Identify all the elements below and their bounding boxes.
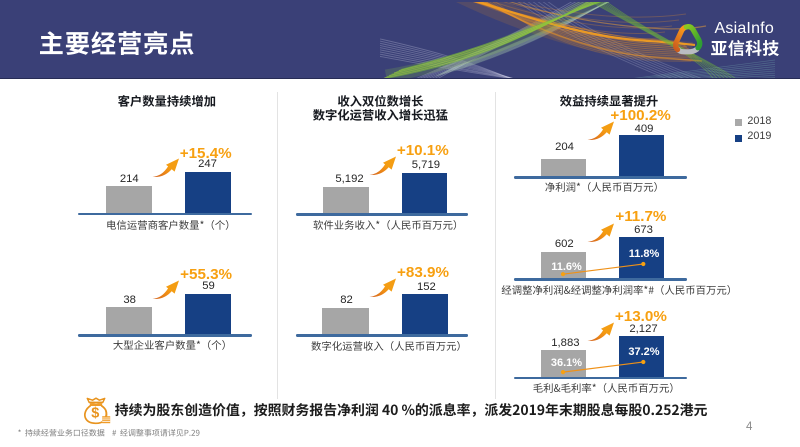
svg-text:$: $ bbox=[91, 406, 99, 422]
